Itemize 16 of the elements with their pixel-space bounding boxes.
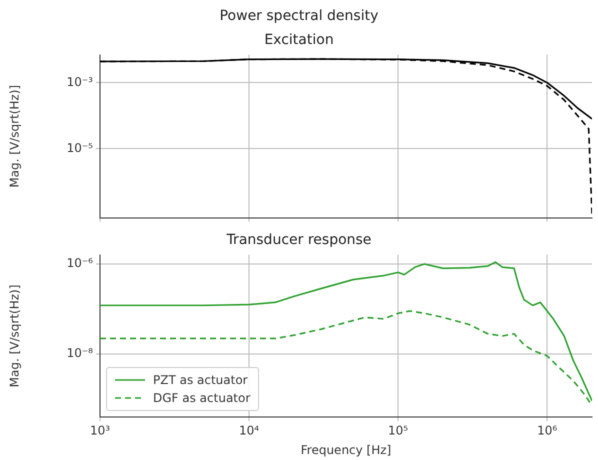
legend-label: DGF as actuator xyxy=(153,391,250,406)
x-tick-label: 10³ xyxy=(90,424,110,438)
chart-title: Transducer response xyxy=(226,232,372,248)
chart-title: Excitation xyxy=(264,32,334,48)
x-tick-label: 10⁴ xyxy=(239,424,260,438)
text: Power spectral density xyxy=(218,7,380,26)
legend-label: PZT as actuator xyxy=(153,373,248,388)
x-tick-label: 10⁵ xyxy=(388,424,408,438)
y-axis-title: Mag. [V/sqrt(Hz)] xyxy=(7,84,22,188)
y-tick-label: 10⁻³ xyxy=(66,74,94,89)
y-axis-title: Mag. [V/sqrt(Hz)] xyxy=(7,284,22,388)
x-axis-title: Frequency [Hz] xyxy=(300,442,392,457)
y-tick-label: 10⁻⁶ xyxy=(66,256,94,270)
y-tick-label: 10⁻⁵ xyxy=(66,140,94,155)
y-tick-label: 10⁻⁸ xyxy=(66,346,94,360)
x-tick-label: 10⁶ xyxy=(537,424,558,438)
